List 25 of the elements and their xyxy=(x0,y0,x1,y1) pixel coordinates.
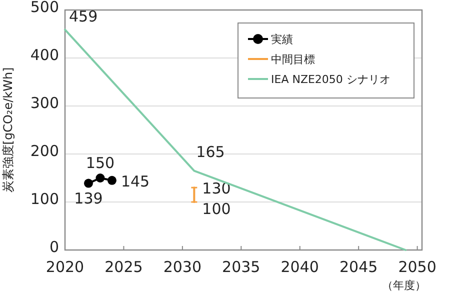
x-axis-title: （年度） xyxy=(382,279,426,292)
x-tick-label: 2040 xyxy=(280,258,319,276)
legend-label: 実績 xyxy=(271,33,293,46)
data-label: 139 xyxy=(74,189,103,208)
x-tick-label: 2025 xyxy=(104,258,143,276)
legend-label: 中間目標 xyxy=(271,53,315,66)
data-label: 100 xyxy=(202,200,231,218)
data-label: 165 xyxy=(196,142,225,161)
x-tick-label: 2030 xyxy=(163,258,202,276)
y-tick-label: 200 xyxy=(30,142,59,160)
y-tick-label: 400 xyxy=(30,46,59,64)
data-label: 130 xyxy=(202,180,231,198)
data-label: 150 xyxy=(86,154,115,172)
x-tick-label: 2035 xyxy=(222,258,260,276)
legend-label: IEA NZE2050 シナリオ xyxy=(271,73,390,86)
y-tick-label: 0 xyxy=(49,238,59,256)
x-tick-label: 2050 xyxy=(398,258,436,276)
y-axis-title: 炭素強度[gCO₂e/kWh] xyxy=(1,67,15,193)
data-label: 145 xyxy=(120,172,150,190)
x-tick-label: 2020 xyxy=(46,258,84,276)
data-label: 459 xyxy=(69,8,98,26)
x-tick-label: 2045 xyxy=(339,258,378,276)
y-tick-label: 100 xyxy=(30,190,59,208)
y-tick-label: 500 xyxy=(30,0,59,16)
y-tick-label: 300 xyxy=(30,94,59,112)
